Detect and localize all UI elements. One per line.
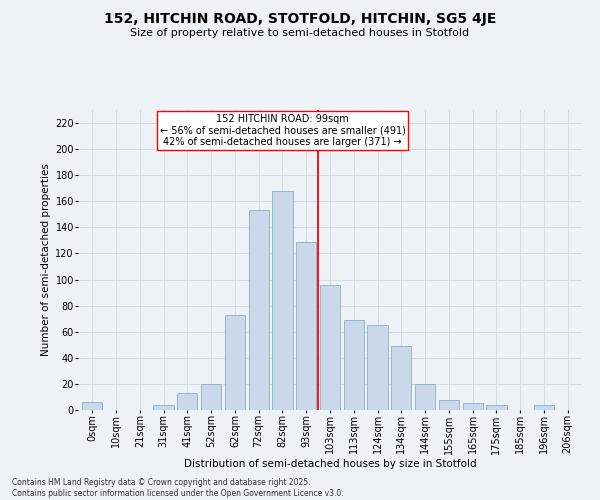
Bar <box>367 325 388 410</box>
Bar <box>225 315 245 410</box>
X-axis label: Distribution of semi-detached houses by size in Stotfold: Distribution of semi-detached houses by … <box>184 459 476 469</box>
Bar <box>344 320 364 410</box>
Bar <box>201 384 221 410</box>
Bar <box>534 405 554 410</box>
Bar <box>82 402 103 410</box>
Text: 152 HITCHIN ROAD: 99sqm
← 56% of semi-detached houses are smaller (491)
42% of s: 152 HITCHIN ROAD: 99sqm ← 56% of semi-de… <box>160 114 406 147</box>
Bar <box>272 191 293 410</box>
Bar <box>154 405 173 410</box>
Bar <box>439 400 459 410</box>
Bar <box>177 393 197 410</box>
Bar <box>487 405 506 410</box>
Text: 152, HITCHIN ROAD, STOTFOLD, HITCHIN, SG5 4JE: 152, HITCHIN ROAD, STOTFOLD, HITCHIN, SG… <box>104 12 496 26</box>
Bar <box>248 210 269 410</box>
Bar <box>296 242 316 410</box>
Text: Contains HM Land Registry data © Crown copyright and database right 2025.
Contai: Contains HM Land Registry data © Crown c… <box>12 478 344 498</box>
Bar <box>415 384 435 410</box>
Bar <box>320 285 340 410</box>
Bar <box>463 404 483 410</box>
Y-axis label: Number of semi-detached properties: Number of semi-detached properties <box>41 164 51 356</box>
Bar <box>391 346 412 410</box>
Text: Size of property relative to semi-detached houses in Stotfold: Size of property relative to semi-detach… <box>130 28 470 38</box>
